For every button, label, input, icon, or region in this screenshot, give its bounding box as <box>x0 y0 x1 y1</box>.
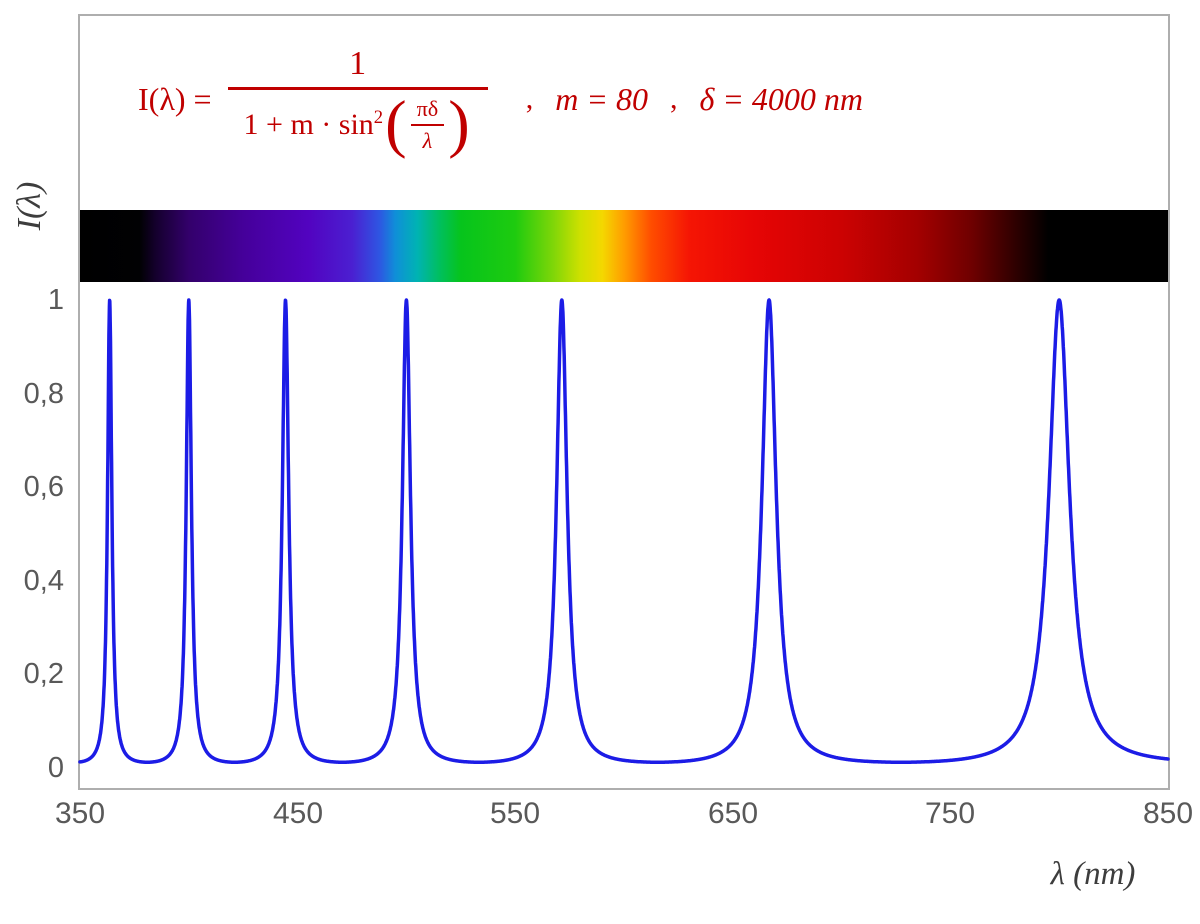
right-paren: ) <box>448 88 470 160</box>
denominator-text: 1 + m · sin2 <box>243 107 384 141</box>
y-tick-label: 0 <box>47 752 64 784</box>
y-tick-label: 0,4 <box>23 565 64 597</box>
formula-fraction: 1 1 + m · sin2 ( πδ λ ) <box>227 44 488 160</box>
x-tick-label: 650 <box>707 797 759 830</box>
inner-numerator: πδ <box>410 96 445 126</box>
y-tick-label: 0,2 <box>23 658 64 690</box>
formula-separator: , <box>525 82 534 115</box>
inner-fraction: πδ λ <box>410 96 445 154</box>
y-tick-label: 1 <box>47 284 64 316</box>
m-parameter: m = 80 <box>555 80 648 117</box>
fraction-numerator: 1 <box>349 44 367 82</box>
left-paren: ( <box>385 88 407 160</box>
visible-spectrum-bar <box>80 210 1168 282</box>
formula-title: I(λ) = 1 1 + m · sin2 ( πδ λ ) , m = 80 … <box>138 24 863 174</box>
x-tick-label: 750 <box>924 797 976 830</box>
x-axis-label: λ (nm) <box>1050 856 1136 892</box>
intensity-curve <box>78 298 1170 764</box>
fraction-denominator: 1 + m · sin2 ( πδ λ ) <box>227 86 488 160</box>
inner-denominator: λ <box>422 127 433 153</box>
chart-area: I(λ) = 1 1 + m · sin2 ( πδ λ ) , m = 80 … <box>78 14 1170 790</box>
x-tick-label: 850 <box>1142 797 1194 830</box>
y-tick-label: 0,6 <box>23 471 64 503</box>
x-tick-label: 550 <box>489 797 541 830</box>
x-tick-label: 450 <box>272 797 324 830</box>
delta-parameter: δ = 4000 nm <box>699 80 864 117</box>
intensity-plot <box>78 298 1170 764</box>
y-tick-label: 0,8 <box>23 378 64 410</box>
formula-lhs: I(λ) = <box>138 80 212 117</box>
formula-separator: , <box>669 82 678 115</box>
y-axis-label: I(λ) <box>11 181 48 231</box>
x-tick-label: 350 <box>54 797 106 830</box>
